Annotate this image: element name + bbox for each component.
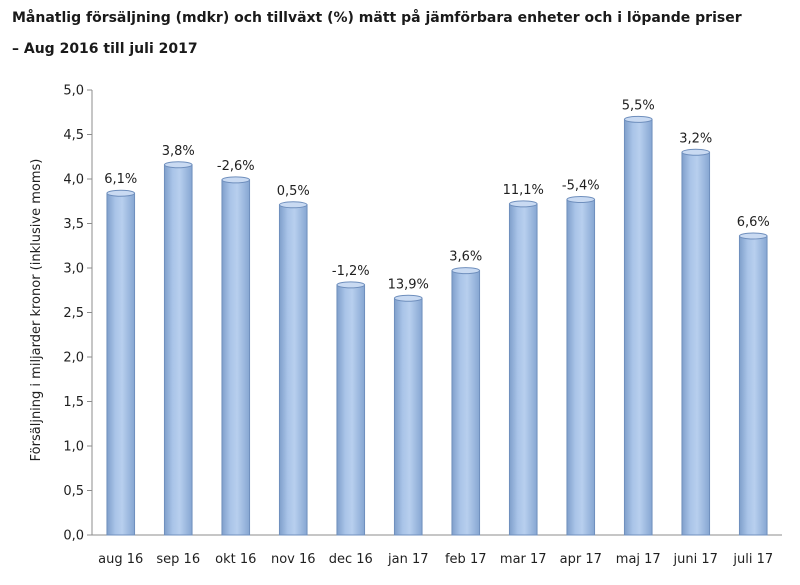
data-label: -2,6% bbox=[217, 159, 255, 174]
chart-title: Månatlig försäljning (mdkr) och tillväxt… bbox=[12, 10, 742, 26]
bar bbox=[508, 203, 538, 536]
bar-top bbox=[566, 195, 596, 203]
bar-top bbox=[451, 267, 481, 275]
bar bbox=[393, 297, 423, 536]
bar bbox=[336, 284, 366, 536]
bar-top bbox=[738, 232, 768, 240]
chart-subtitle: – Aug 2016 till juli 2017 bbox=[12, 41, 198, 57]
x-tick-label: mar 17 bbox=[500, 552, 547, 567]
data-label: 13,9% bbox=[388, 277, 429, 292]
data-label: -5,4% bbox=[562, 178, 600, 193]
bar bbox=[566, 198, 596, 536]
y-axis: 0,0 0,5 1,0 1,5 2,0 2,5 3,0 3,5 4,0 4,5 5,0 bbox=[63, 84, 93, 544]
y-tick-label: 3,0 bbox=[63, 262, 84, 277]
bar-top bbox=[336, 281, 366, 289]
x-tick-label: apr 17 bbox=[560, 552, 602, 567]
bar bbox=[106, 192, 136, 536]
y-axis-label: Försäljning i miljarder kronor (inklusiv… bbox=[29, 159, 44, 462]
bar-top bbox=[508, 200, 538, 208]
y-tick-label: 0,0 bbox=[63, 529, 84, 544]
bar-top bbox=[393, 294, 423, 302]
x-tick-label: okt 16 bbox=[215, 552, 256, 567]
data-label: 3,8% bbox=[162, 144, 195, 159]
bars bbox=[106, 115, 768, 536]
bar bbox=[681, 151, 711, 536]
data-label: 6,6% bbox=[737, 215, 770, 230]
x-axis: aug 16 sep 16 okt 16 nov 16 dec 16 jan 17 feb … bbox=[92, 534, 782, 567]
data-label: 3,2% bbox=[679, 131, 712, 146]
bar-top bbox=[623, 115, 653, 123]
data-label: 5,5% bbox=[622, 98, 655, 113]
data-label: -1,2% bbox=[332, 264, 370, 279]
bar bbox=[623, 118, 653, 536]
y-tick-label: 5,0 bbox=[63, 84, 84, 99]
x-tick-label: dec 16 bbox=[329, 552, 373, 567]
y-tick-label: 0,5 bbox=[63, 484, 84, 499]
bar-top bbox=[221, 176, 251, 184]
bar-top bbox=[278, 201, 308, 209]
data-label: 6,1% bbox=[104, 172, 137, 187]
x-tick-label: jan 17 bbox=[387, 552, 429, 567]
bar bbox=[278, 204, 308, 536]
bar-top bbox=[106, 189, 136, 197]
bar bbox=[738, 235, 768, 536]
y-tick-label: 4,0 bbox=[63, 173, 84, 188]
y-tick-label: 4,5 bbox=[63, 128, 84, 143]
y-tick-label: 3,5 bbox=[63, 217, 84, 232]
y-tick-label: 2,0 bbox=[63, 351, 84, 366]
x-tick-label: maj 17 bbox=[616, 552, 661, 567]
data-labels: 6,1% 3,8% -2,6% 0,5% -1,2% 13,9% 3,6% 11,1% -5,4… bbox=[104, 98, 770, 292]
data-label: 0,5% bbox=[277, 184, 310, 199]
bar bbox=[451, 270, 481, 536]
data-label: 3,6% bbox=[449, 250, 482, 265]
x-tick-label: juli 17 bbox=[732, 552, 773, 567]
bar-top bbox=[163, 161, 193, 169]
y-tick-label: 1,5 bbox=[63, 395, 84, 410]
bar bbox=[163, 164, 193, 536]
x-tick-label: aug 16 bbox=[98, 552, 143, 567]
data-label: 11,1% bbox=[503, 183, 544, 198]
y-tick-label: 2,5 bbox=[63, 306, 84, 321]
bar-top bbox=[681, 148, 711, 156]
y-tick-label: 1,0 bbox=[63, 440, 84, 455]
bar bbox=[221, 179, 251, 536]
x-tick-label: sep 16 bbox=[156, 552, 200, 567]
x-tick-label: juni 17 bbox=[673, 552, 718, 567]
x-tick-label: nov 16 bbox=[271, 552, 316, 567]
x-tick-label: feb 17 bbox=[445, 552, 487, 567]
